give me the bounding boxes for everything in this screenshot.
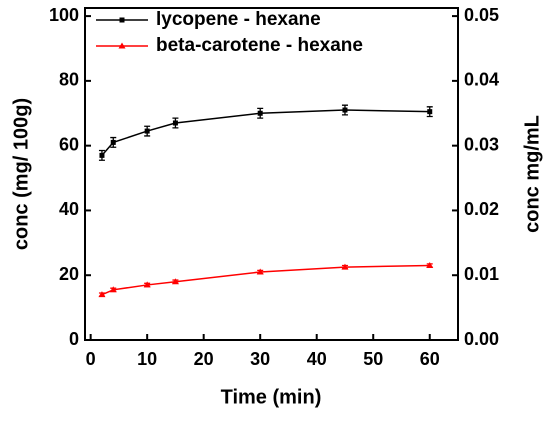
series-line — [101, 109, 430, 156]
marker — [171, 278, 179, 285]
marker — [99, 152, 105, 158]
y2-tick-label: 0.02 — [464, 199, 499, 219]
marker — [110, 139, 116, 145]
y2-axis-label: conc mg/mL — [521, 115, 543, 233]
y2-tick-label: 0.01 — [464, 264, 499, 284]
series-line — [101, 264, 430, 296]
legend-label: lycopene - hexane — [156, 9, 321, 30]
marker — [143, 281, 151, 288]
marker — [342, 107, 348, 113]
marker — [427, 109, 433, 115]
marker — [98, 291, 106, 298]
marker — [119, 17, 125, 23]
marker — [144, 128, 150, 134]
y-axis-label: conc (mg/ 100g) — [10, 98, 32, 250]
x-axis-label: Time (min) — [221, 386, 322, 408]
y2-tick-label: 0.03 — [464, 134, 499, 154]
y-tick-label: 40 — [59, 199, 79, 219]
x-tick-label: 30 — [250, 349, 270, 369]
marker — [256, 268, 264, 275]
y2-tick-label: 0.05 — [464, 5, 499, 25]
y-tick-label: 80 — [59, 70, 79, 90]
y-tick-label: 60 — [59, 134, 79, 154]
x-tick-label: 40 — [307, 349, 327, 369]
marker — [118, 42, 126, 49]
legend-label: beta-carotene - hexane — [156, 35, 363, 56]
plot-frame — [84, 7, 459, 341]
y-tick-label: 0 — [69, 329, 79, 349]
marker — [426, 262, 434, 269]
y-tick-label: 100 — [49, 5, 79, 25]
marker — [172, 120, 178, 126]
marker — [109, 286, 117, 293]
x-tick-label: 60 — [420, 349, 440, 369]
x-tick-label: 20 — [194, 349, 214, 369]
x-tick-label: 0 — [86, 349, 96, 369]
y2-tick-label: 0.04 — [464, 70, 499, 90]
y-tick-label: 20 — [59, 264, 79, 284]
x-tick-label: 50 — [363, 349, 383, 369]
y2-tick-label: 0.00 — [464, 329, 499, 349]
marker — [341, 263, 349, 270]
marker — [257, 110, 263, 116]
x-tick-label: 10 — [137, 349, 157, 369]
